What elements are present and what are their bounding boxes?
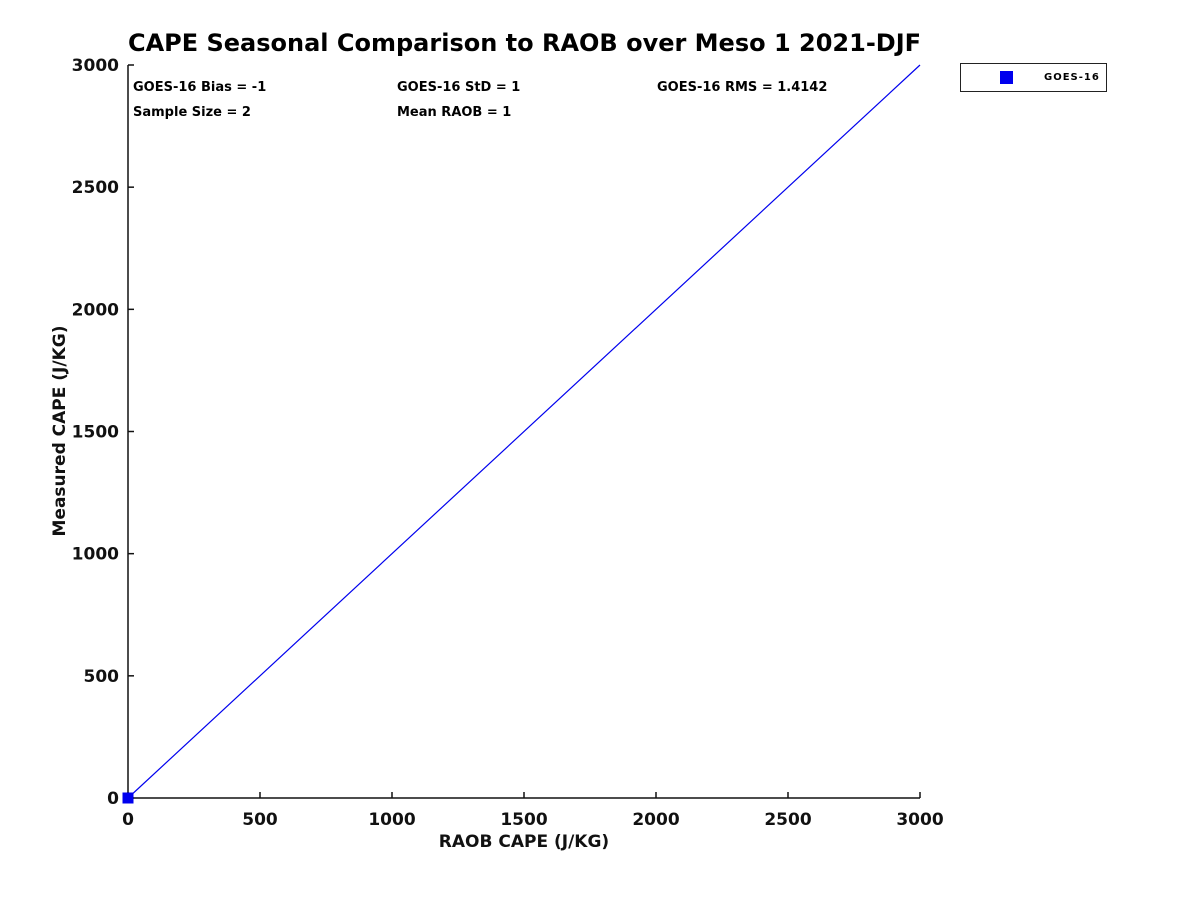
legend-marker-square-icon <box>1000 71 1013 84</box>
legend-label: GOES-16 <box>1044 72 1100 83</box>
y-tick-label: 1000 <box>72 545 119 565</box>
data-point-marker <box>122 792 134 804</box>
y-tick-label: 1500 <box>72 423 119 443</box>
annotation-rms: GOES-16 RMS = 1.4142 <box>657 80 828 95</box>
annotation-bias: GOES-16 Bias = -1 <box>133 80 267 95</box>
x-tick-label: 0 <box>122 810 134 830</box>
y-tick-label: 3000 <box>72 56 119 76</box>
x-tick-label: 1000 <box>368 810 415 830</box>
annotation-mean-raob: Mean RAOB = 1 <box>397 105 512 120</box>
chart-title: CAPE Seasonal Comparison to RAOB over Me… <box>127 29 922 57</box>
y-tick-label: 2500 <box>72 178 119 198</box>
legend: GOES-16 <box>960 63 1107 92</box>
annotation-sample-size: Sample Size = 2 <box>133 105 251 120</box>
y-tick-label: 0 <box>107 789 119 809</box>
annotation-std: GOES-16 StD = 1 <box>397 80 521 95</box>
y-axis-label: Measured CAPE (J/KG) <box>50 325 70 537</box>
y-tick-label: 500 <box>84 667 120 687</box>
identity-line <box>127 64 921 799</box>
x-tick-label: 2500 <box>764 810 811 830</box>
y-tick-label: 2000 <box>72 300 119 320</box>
x-tick-label: 500 <box>242 810 278 830</box>
x-tick-label: 2000 <box>632 810 679 830</box>
x-tick-label: 1500 <box>500 810 547 830</box>
x-axis-label: RAOB CAPE (J/KG) <box>438 832 610 852</box>
x-tick-label: 3000 <box>896 810 943 830</box>
